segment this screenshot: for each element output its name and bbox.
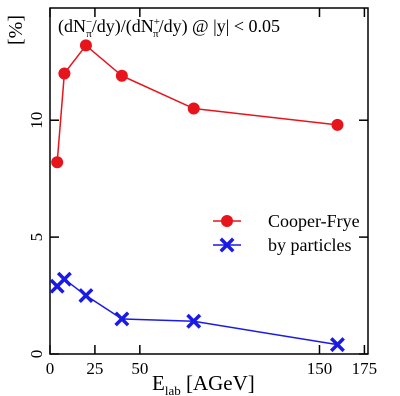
data-point-cooper-frye <box>331 118 344 131</box>
y-axis-ticks: 0 5 10 <box>27 112 368 359</box>
data-point-by-particles <box>78 288 94 304</box>
x-tick-label: 175 <box>352 359 378 378</box>
data-point-cooper-frye <box>79 39 92 52</box>
data-point-cooper-frye <box>58 67 71 80</box>
y-tick-label: 0 <box>27 350 46 359</box>
x-tick-label: 50 <box>131 359 148 378</box>
data-point-by-particles <box>56 271 72 287</box>
data-point-cooper-frye <box>51 156 64 169</box>
data-point-cooper-frye <box>187 102 200 115</box>
legend-label-cooper-frye: Cooper-Frye <box>268 211 360 231</box>
series-line-by-particles <box>56 278 338 346</box>
data-point-by-particles <box>186 313 202 329</box>
x-tick-label: 25 <box>86 359 103 378</box>
legend: Cooper-Frye by particles <box>213 211 360 255</box>
x-axis-label: Elab [AGeV] <box>152 371 255 396</box>
series-line-cooper-frye <box>56 44 338 163</box>
y-tick-label: 5 <box>27 233 46 242</box>
chart-title: (dN− π/dy)/(dN+ π/dy) @ |y| < 0.05 <box>58 16 280 40</box>
y-tick-label: 10 <box>27 112 46 129</box>
legend-label-by-particles: by particles <box>268 235 351 255</box>
plot-frame <box>49 7 369 355</box>
x-tick-label: 0 <box>46 359 55 378</box>
data-point-cooper-frye <box>115 69 128 82</box>
x-axis-ticks: 0 25 50 150 175 <box>46 8 377 378</box>
y-axis-label: [%] <box>5 15 27 45</box>
data-point-by-particles <box>114 311 130 327</box>
data-point-by-particles <box>329 337 345 353</box>
series-layer <box>49 39 345 353</box>
legend-marker-by-particles <box>219 237 235 253</box>
x-tick-label: 150 <box>307 359 333 378</box>
